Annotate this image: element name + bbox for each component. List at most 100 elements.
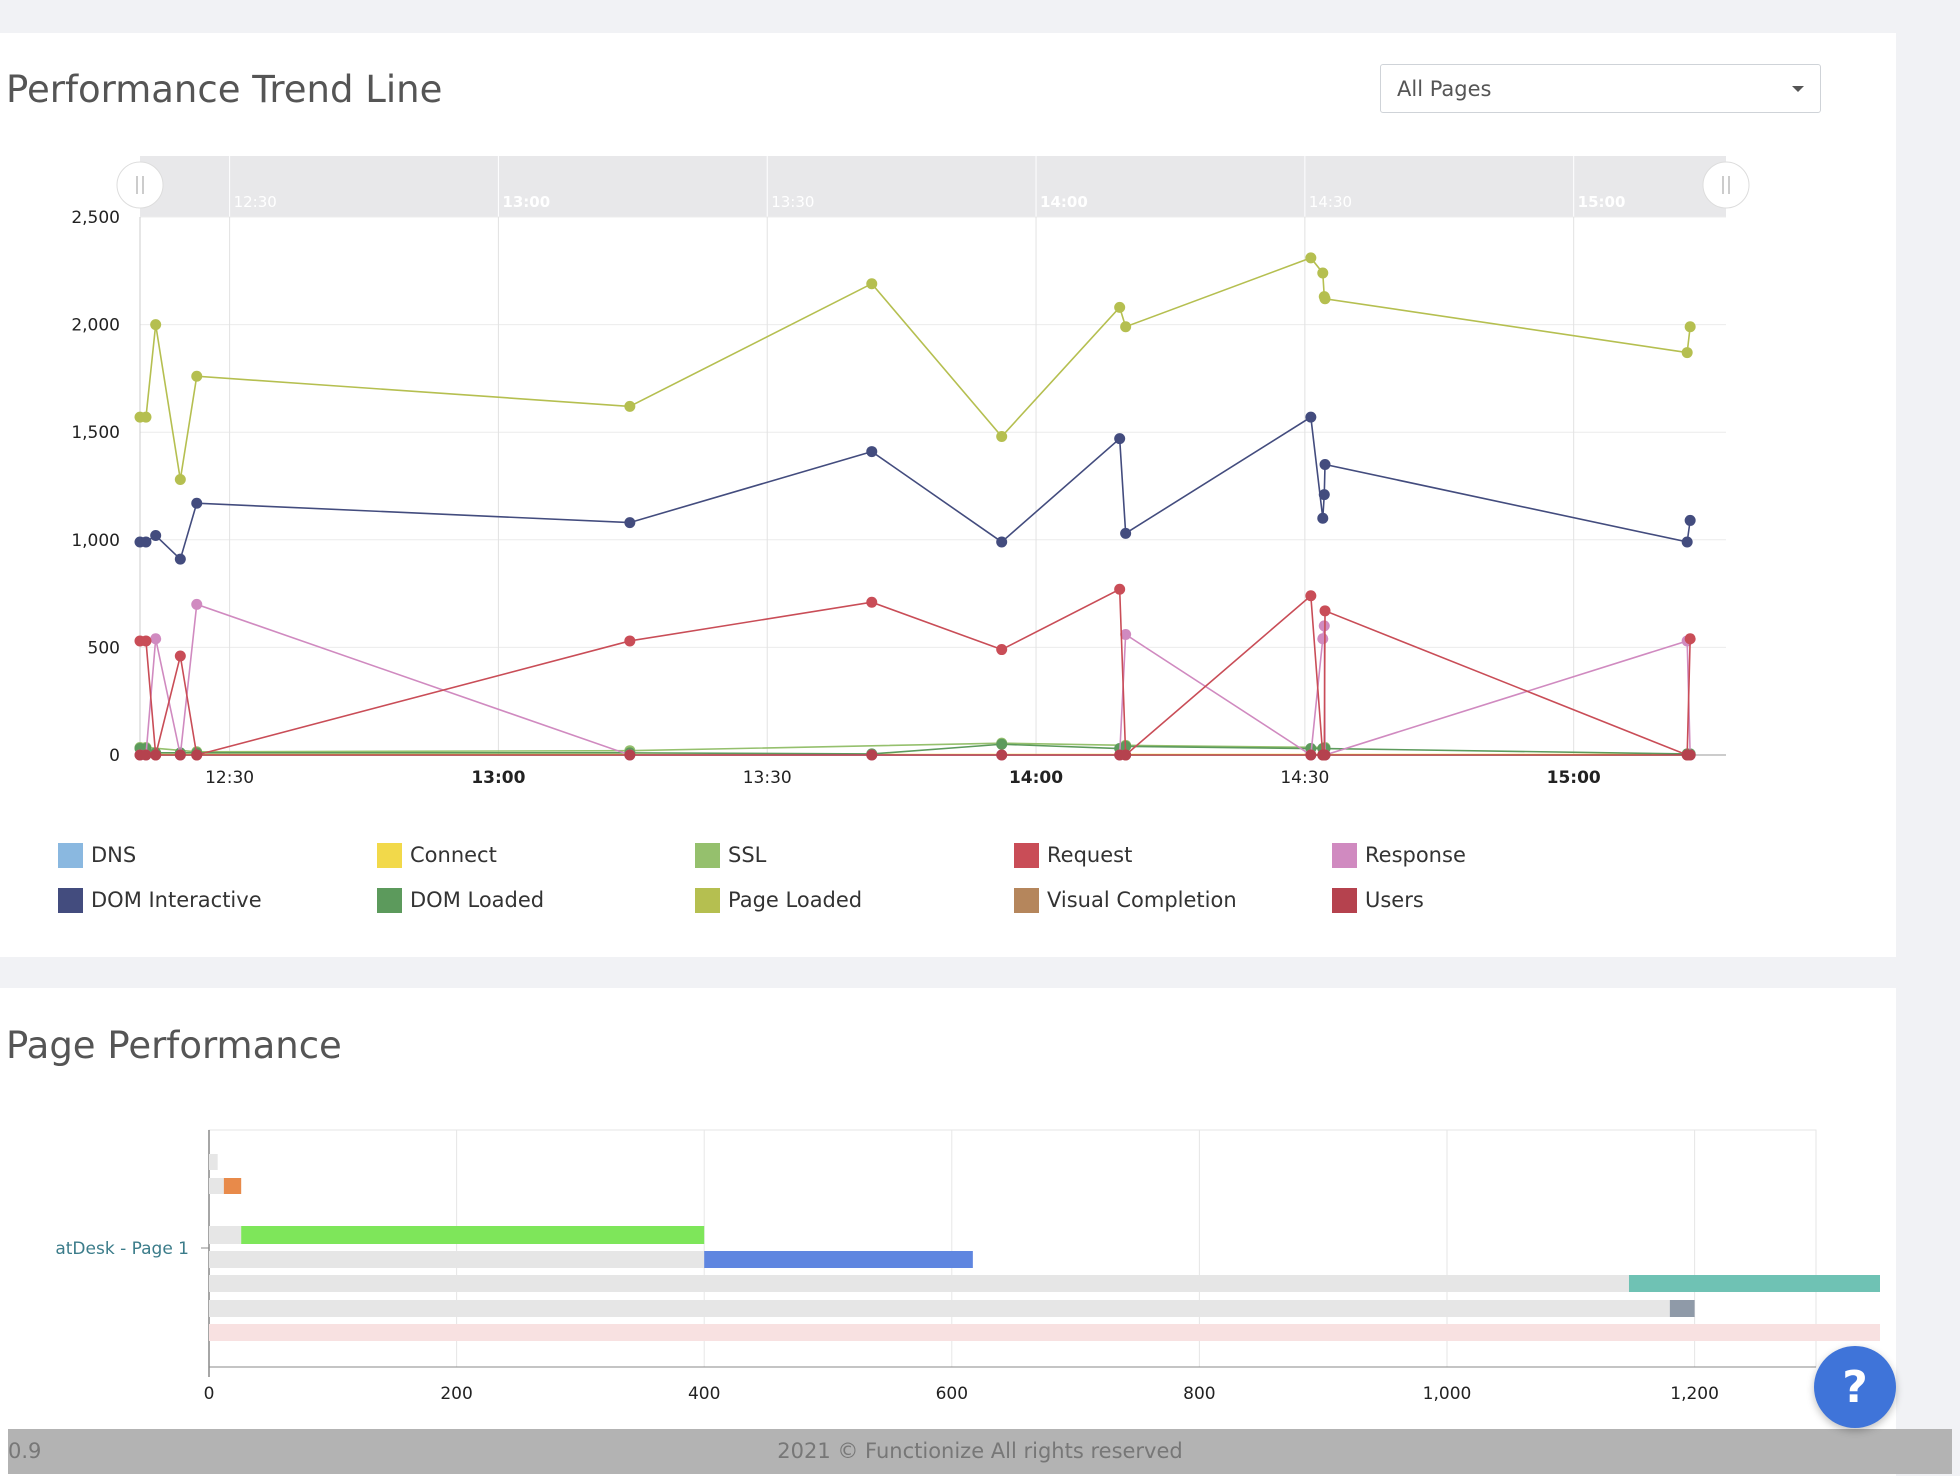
series-point-dom-interactive: [1120, 527, 1132, 539]
navigator-label: 13:30: [771, 193, 814, 211]
series-line-page-loaded: [140, 256, 1691, 480]
legend-swatch: [695, 842, 720, 868]
series-point-dom-interactive: [174, 553, 186, 565]
x-tick-label: 400: [688, 1384, 720, 1404]
x-tick-label: 600: [936, 1384, 968, 1404]
legend-swatch: [58, 842, 83, 868]
x-tick-label: 200: [440, 1384, 472, 1404]
navigator-label: 15:00: [1578, 193, 1626, 211]
navigator-right-handle[interactable]: [1702, 161, 1750, 209]
legend-item-page-loaded[interactable]: Page Loaded: [695, 885, 862, 915]
footer: 0.9 2021 © Functionize All rights reserv…: [8, 1429, 1952, 1474]
series-point-page-loaded: [996, 431, 1008, 443]
series-point-response: [1317, 633, 1329, 645]
bar-segment: [209, 1324, 1880, 1341]
legend-item-connect[interactable]: Connect: [377, 840, 497, 870]
trend-title: Performance Trend Line: [6, 68, 443, 111]
legend-item-response[interactable]: Response: [1332, 840, 1466, 870]
x-tick-label: 14:30: [1280, 768, 1329, 788]
top-strip: [0, 0, 1960, 33]
navigator-left-handle[interactable]: [116, 161, 164, 209]
x-tick-label: 15:00: [1547, 768, 1601, 788]
series-point-response: [1120, 628, 1132, 640]
series-line-dom-interactive: [140, 415, 1691, 561]
legend-swatch: [1014, 842, 1039, 868]
series-point-request: [866, 596, 878, 608]
navigator-band: [140, 156, 1726, 217]
series-point-page-loaded: [150, 319, 162, 331]
series-point-request: [140, 635, 152, 647]
navigator-label: 12:30: [234, 193, 277, 211]
series-line-ssl: [140, 742, 1326, 753]
legend-label: Response: [1365, 843, 1466, 867]
bar-segment: [1669, 1300, 1695, 1317]
series-point-dom-interactive: [996, 536, 1008, 548]
y-tick-label: 500: [88, 638, 120, 658]
copyright-text: 2021 © Functionize All rights reserved: [777, 1439, 1183, 1463]
chevron-down-icon: [1792, 86, 1804, 92]
series-point-dom-interactive: [1114, 433, 1126, 445]
page-select-dropdown[interactable]: All Pages: [1380, 64, 1821, 113]
bar-base: [209, 1178, 224, 1194]
series-point-request: [1305, 590, 1317, 602]
legend-swatch: [1332, 842, 1357, 868]
legend-label: Page Loaded: [728, 888, 863, 912]
series-point-users: [1319, 749, 1331, 761]
navigator-label: 14:30: [1309, 193, 1352, 211]
series-point-page-loaded: [174, 474, 186, 486]
legend-item-users[interactable]: Users: [1332, 885, 1424, 915]
version-label: 0.9: [8, 1439, 42, 1463]
y-tick-label: 1,500: [71, 423, 120, 443]
series-point-users: [150, 749, 162, 761]
series-point-dom-interactive: [1684, 514, 1696, 526]
handle-circle: [116, 161, 164, 209]
y-tick-label: 0: [109, 746, 120, 766]
series-point-dom-interactive: [150, 529, 162, 541]
legend-swatch: [1332, 887, 1357, 913]
legend-label: SSL: [728, 843, 767, 867]
x-tick-label: 12:30: [205, 768, 254, 788]
series-point-response: [191, 598, 203, 610]
legend-item-request[interactable]: Request: [1014, 840, 1132, 870]
legend-swatch: [1014, 887, 1039, 913]
series-point-response: [150, 633, 162, 645]
series-point-page-loaded: [1684, 321, 1696, 333]
series-point-page-loaded: [1114, 301, 1126, 313]
help-button[interactable]: ?: [1814, 1346, 1896, 1428]
y-tick-label: 2,500: [71, 208, 120, 228]
series-point-request: [174, 650, 186, 662]
bar-segment: [209, 1154, 218, 1170]
series-point-dom-interactive: [191, 497, 203, 509]
navigator-label: 13:00: [502, 193, 550, 211]
legend-item-visual-completion[interactable]: Visual Completion: [1014, 885, 1237, 915]
trend-chart: 12:30 13:00 13:30 14:00 14:30 15:00 0 500 1,000 1…: [71, 156, 1750, 788]
legend-swatch: [695, 887, 720, 913]
series-point-dom-interactive: [624, 517, 636, 529]
series-line-response: [140, 603, 1691, 757]
x-tick-label: 14:00: [1009, 768, 1063, 788]
legend-item-dom-loaded[interactable]: DOM Loaded: [377, 885, 544, 915]
legend-swatch: [377, 842, 402, 868]
series-point-dom-interactive: [1305, 411, 1317, 423]
series-point-dom-interactive: [866, 446, 878, 458]
series-point-users: [866, 749, 878, 761]
series-point-dom-interactive: [1681, 536, 1693, 548]
series-point-users: [1684, 749, 1696, 761]
legend-item-dns[interactable]: DNS: [58, 840, 136, 870]
series-point-users: [1305, 749, 1317, 761]
series-point-users: [174, 749, 186, 761]
performance-title: Page Performance: [6, 1024, 342, 1067]
legend-item-ssl[interactable]: SSL: [695, 840, 766, 870]
x-tick-label: 0: [204, 1384, 215, 1404]
legend-label: DOM Loaded: [410, 888, 545, 912]
series-point-page-loaded: [1120, 321, 1132, 333]
series-point-dom-loaded: [996, 738, 1008, 750]
series-point-page-loaded: [1305, 252, 1317, 264]
performance-chart: 02004006008001,0001,2001,4001,6001,8002,…: [55, 1129, 1880, 1404]
legend-label: DOM Interactive: [91, 888, 262, 912]
legend-item-dom-interactive[interactable]: DOM Interactive: [58, 885, 262, 915]
series-point-page-loaded: [191, 370, 203, 382]
series-point-users: [996, 749, 1008, 761]
series-point-page-loaded: [1317, 267, 1329, 279]
bar-segment: [1628, 1275, 1880, 1292]
